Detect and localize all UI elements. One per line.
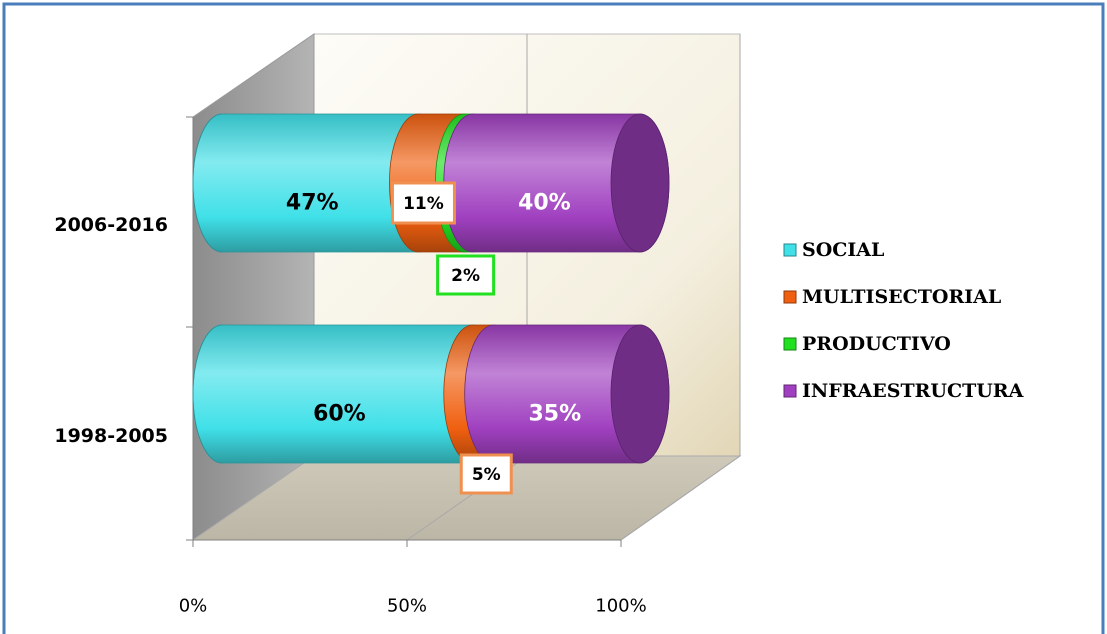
legend-swatch — [783, 384, 797, 398]
legend: SOCIAL MULTISECTORIAL PRODUCTIVO INFRAESTRU… — [783, 239, 1024, 402]
legend-item-social: SOCIAL — [783, 239, 884, 261]
data-label-2006-2016-social: 47% — [286, 191, 339, 216]
x-tick-label-100: 100% — [595, 596, 646, 617]
legend-label: SOCIAL — [802, 239, 884, 261]
bar-1998-2005-infraestructura — [464, 324, 670, 464]
legend-swatch — [783, 290, 797, 304]
legend-item-infraestructura: INFRAESTRUCTURA — [783, 380, 1024, 402]
bar-2006-2016-infraestructura — [443, 113, 670, 253]
svg-text:2%: 2% — [451, 266, 480, 286]
category-labels: 1998-2005 2006-2016 — [54, 214, 168, 447]
data-labels: 60% 5% 35% 47% 11% 2% 40% — [286, 181, 582, 495]
data-label-2006-2016-infraestructura: 40% — [518, 191, 571, 216]
legend-label: INFRAESTRUCTURA — [802, 380, 1024, 402]
svg-text:11%: 11% — [403, 194, 444, 214]
data-label-1998-2005-social: 60% — [313, 402, 366, 427]
category-label-2006-2016: 2006-2016 — [54, 214, 168, 236]
data-label-2006-2016-productivo: 2% — [436, 254, 496, 296]
svg-text:5%: 5% — [472, 465, 501, 485]
legend-label: PRODUCTIVO — [802, 333, 951, 355]
data-label-1998-2005-multisectorial: 5% — [459, 453, 513, 495]
legend-item-productivo: PRODUCTIVO — [783, 333, 951, 355]
x-tick-label-50: 50% — [387, 596, 427, 617]
category-label-1998-2005: 1998-2005 — [54, 425, 168, 447]
data-label-1998-2005-infraestructura: 35% — [529, 402, 582, 427]
legend-swatch — [783, 243, 797, 257]
legend-item-multisectorial: MULTISECTORIAL — [783, 286, 1001, 308]
x-tick-labels: 0% 50% 100% — [179, 596, 647, 617]
data-label-2006-2016-multisectorial: 11% — [390, 181, 456, 225]
side-wall — [192, 33, 315, 541]
x-tick-label-0: 0% — [179, 596, 208, 617]
legend-label: MULTISECTORIAL — [802, 286, 1001, 308]
legend-swatch — [783, 337, 797, 351]
floor-gridline-100 — [620, 455, 741, 541]
